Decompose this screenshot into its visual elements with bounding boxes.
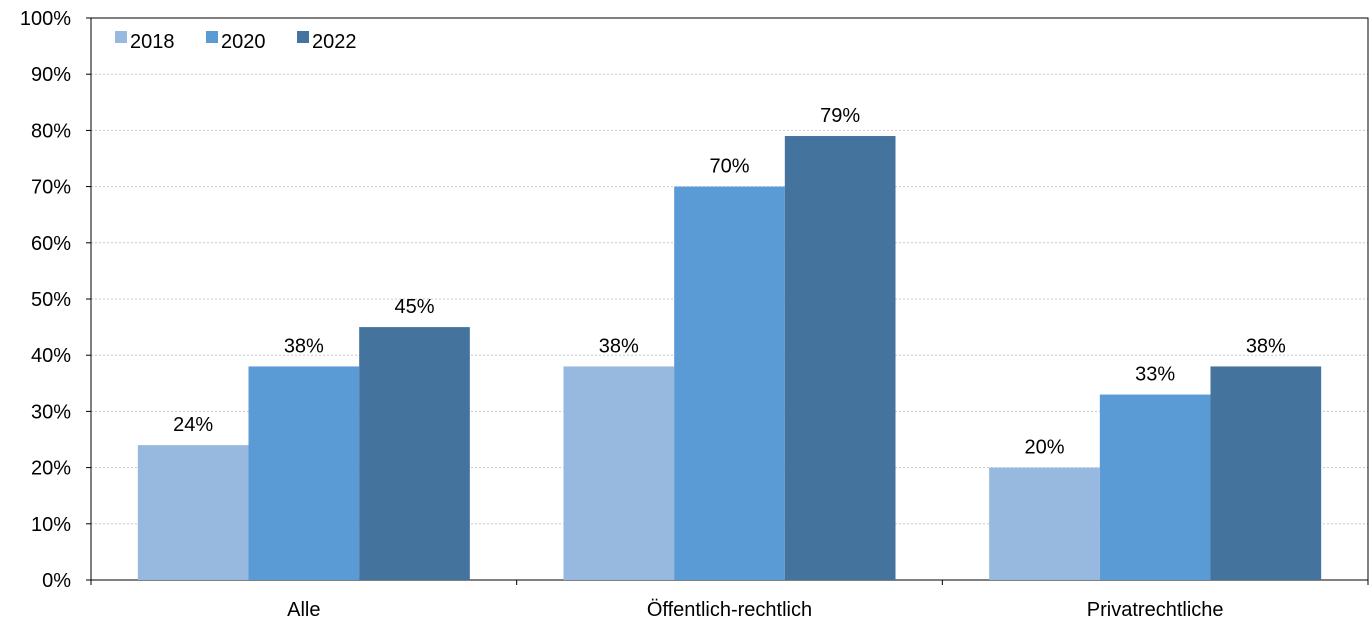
- y-tick-label: 50%: [31, 289, 71, 311]
- bar-2022-2: [1210, 366, 1322, 580]
- bar-2020-0: [248, 366, 360, 580]
- bar-2022-0: [359, 327, 470, 580]
- y-tick-label: 40%: [31, 345, 71, 367]
- y-tick-label: 0%: [42, 570, 71, 592]
- bar-2020-1: [674, 186, 785, 580]
- legend-label: 2020: [221, 31, 266, 53]
- data-label: 33%: [1135, 364, 1175, 386]
- y-tick-label: 30%: [31, 401, 71, 423]
- bar-2022-1: [784, 136, 896, 580]
- data-label: 38%: [1246, 335, 1286, 357]
- data-label: 38%: [599, 335, 639, 357]
- data-label: 38%: [284, 335, 324, 357]
- data-label: 20%: [1024, 437, 1064, 459]
- legend-swatch-2018: [115, 31, 127, 43]
- x-category-label: Privatrechtliche: [1087, 599, 1224, 620]
- bar-2018-1: [563, 366, 675, 580]
- y-tick-label: 10%: [31, 514, 71, 536]
- y-tick-label: 90%: [31, 64, 71, 86]
- y-tick-label: 60%: [31, 233, 71, 255]
- y-tick-label: 70%: [31, 177, 71, 199]
- legend-swatch-2020: [206, 31, 218, 43]
- legend-label: 2022: [312, 31, 357, 53]
- y-tick-label: 80%: [31, 120, 71, 142]
- legend-label: 2018: [130, 31, 175, 53]
- data-label: 70%: [709, 156, 749, 178]
- legend-swatch-2022: [297, 31, 309, 43]
- x-category-label: Öffentlich-rechtlich: [647, 599, 812, 620]
- bar-2018-0: [137, 445, 249, 580]
- data-label: 24%: [173, 414, 213, 436]
- y-tick-label: 20%: [31, 458, 71, 480]
- data-label: 45%: [394, 296, 434, 318]
- bar-2020-2: [1099, 394, 1211, 580]
- y-tick-label: 100%: [20, 8, 71, 30]
- x-category-label: Alle: [287, 599, 320, 620]
- data-label: 79%: [820, 105, 860, 127]
- bar-2018-2: [989, 467, 1100, 580]
